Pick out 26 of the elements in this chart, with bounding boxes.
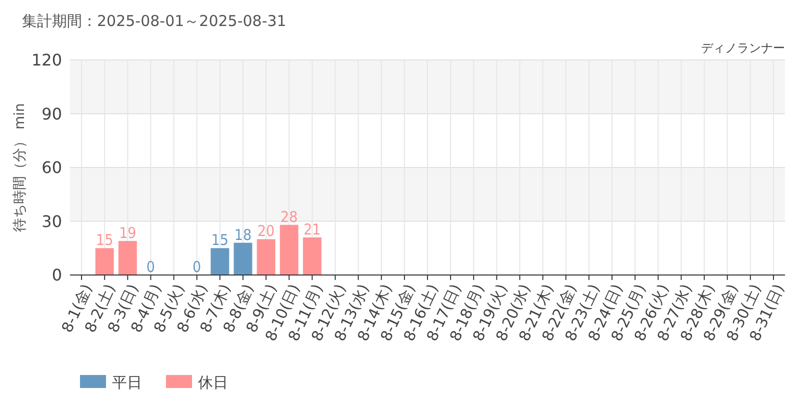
data-label: 0 bbox=[146, 258, 156, 276]
y-tick-label: 60 bbox=[42, 158, 62, 178]
y-tick-label: 30 bbox=[42, 212, 62, 231]
chart-subtitle: ディノランナー bbox=[701, 41, 785, 55]
data-label: 19 bbox=[119, 224, 136, 242]
bar bbox=[95, 248, 114, 275]
bar bbox=[280, 224, 298, 275]
data-label: 0 bbox=[192, 258, 202, 276]
bar bbox=[234, 242, 252, 275]
data-label: 20 bbox=[257, 222, 275, 240]
y-tick-label: 90 bbox=[42, 104, 62, 124]
bar bbox=[118, 240, 137, 275]
bar bbox=[302, 237, 322, 275]
y-axis-title: 待ち時間（分） min bbox=[12, 103, 28, 232]
data-label: 21 bbox=[304, 220, 321, 238]
chart-title: 集計期間：2025-08-01～2025-08-31 bbox=[22, 12, 286, 30]
data-label: 28 bbox=[280, 208, 298, 226]
y-tick-label: 0 bbox=[52, 266, 62, 285]
bar bbox=[210, 248, 230, 275]
data-label: 18 bbox=[234, 226, 252, 244]
y-tick-label: 120 bbox=[31, 50, 62, 70]
legend-label: 平日 bbox=[112, 373, 142, 392]
data-label: 15 bbox=[96, 231, 114, 250]
data-label: 15 bbox=[211, 231, 229, 250]
legend-label: 休日 bbox=[198, 373, 228, 392]
bar bbox=[256, 239, 276, 275]
